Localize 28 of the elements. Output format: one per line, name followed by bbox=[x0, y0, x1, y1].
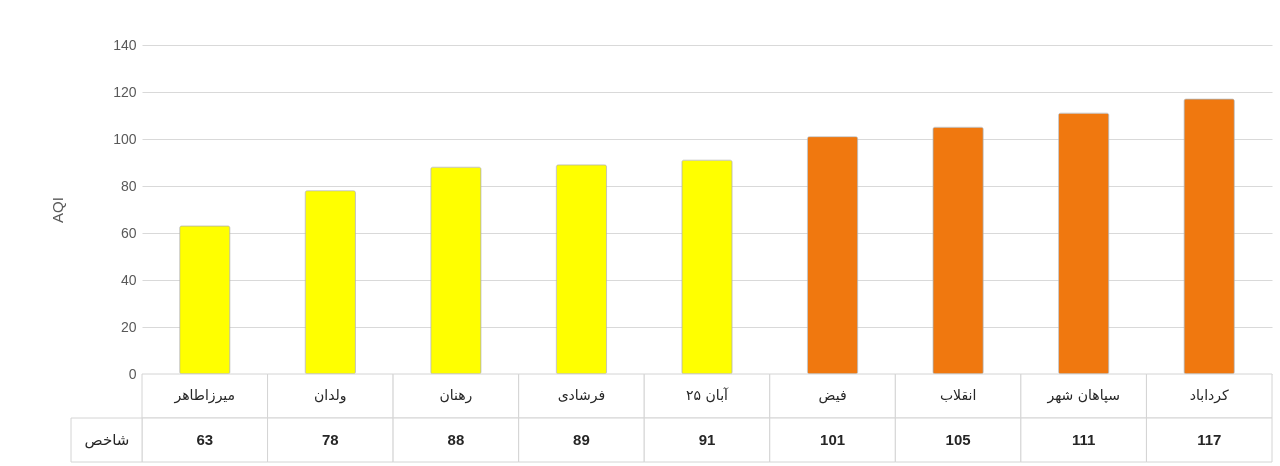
data-label: 105 bbox=[945, 431, 971, 448]
x-tick-label: فیض bbox=[818, 387, 847, 404]
x-tick-label: ولدان bbox=[314, 387, 347, 404]
y-tick-label: 20 bbox=[120, 318, 137, 335]
text: شاخص bbox=[84, 431, 130, 449]
data-label: 117 bbox=[1197, 431, 1222, 448]
y-tick-label: 120 bbox=[113, 83, 137, 100]
x-tick-label: میرزاطاهر bbox=[173, 387, 236, 404]
y-tick-label: 60 bbox=[120, 224, 137, 241]
x-tick-label: ۲۵ آبان bbox=[686, 387, 730, 403]
y-tick-label: 100 bbox=[113, 130, 137, 147]
y-tick-label: 0 bbox=[128, 365, 137, 382]
data-label: 88 bbox=[447, 431, 465, 448]
x-tick-label: انقلاب bbox=[939, 387, 977, 403]
data-label: 111 bbox=[1071, 431, 1096, 448]
data-label: 89 bbox=[573, 431, 590, 448]
x-tick-label: رهنان bbox=[439, 387, 473, 404]
data-label: 63 bbox=[196, 431, 214, 448]
data-label: 78 bbox=[321, 431, 339, 448]
y-tick-label: 80 bbox=[120, 177, 137, 194]
y-axis-title: AQI bbox=[49, 197, 67, 223]
y-tick-label: 140 bbox=[113, 36, 137, 53]
x-tick-label: کرداباد bbox=[1189, 387, 1230, 404]
y-tick-label: 40 bbox=[120, 271, 137, 288]
x-tick-label: فرشادی bbox=[557, 387, 606, 404]
data-label: 101 bbox=[820, 431, 846, 448]
x-tick-label: سپاهان شهر bbox=[1046, 387, 1120, 404]
data-label: 91 bbox=[698, 431, 716, 448]
